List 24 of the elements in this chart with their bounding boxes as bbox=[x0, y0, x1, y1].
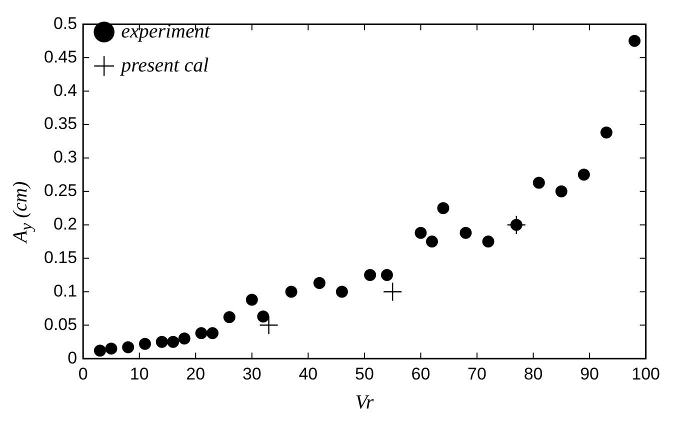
y-tick-label: 0.35 bbox=[44, 114, 78, 134]
x-tick-label: 70 bbox=[468, 364, 486, 384]
y-tick-label: 0.4 bbox=[53, 80, 78, 100]
x-tick-label: 20 bbox=[186, 364, 206, 384]
legend-label: present cal bbox=[119, 54, 210, 76]
x-tick-label: 40 bbox=[298, 364, 318, 384]
x-tick-label: 90 bbox=[580, 364, 600, 384]
legend-label: experiment bbox=[121, 20, 210, 42]
x-tick-label: 10 bbox=[130, 364, 149, 384]
y-tick-label: 0 bbox=[68, 348, 78, 368]
x-tick-label: 100 bbox=[632, 364, 660, 384]
y-tick-label: 0.3 bbox=[53, 148, 78, 167]
y-tick-label: 0.45 bbox=[44, 47, 78, 66]
x-tick-label: 60 bbox=[411, 364, 430, 384]
x-tick-label: 30 bbox=[242, 364, 262, 384]
x-axis-title: Vr bbox=[355, 391, 374, 414]
y-tick-label: 0.2 bbox=[53, 214, 78, 234]
y-tick-label: 0.15 bbox=[44, 248, 78, 267]
x-tick-label: 80 bbox=[524, 364, 543, 384]
y-tick-label: 0.1 bbox=[53, 281, 78, 300]
x-tick-label: 50 bbox=[354, 364, 374, 384]
y-tick-label: 0.25 bbox=[44, 181, 78, 200]
y-tick-label: 0.5 bbox=[53, 14, 78, 33]
y-tick-label: 0.05 bbox=[44, 314, 78, 334]
